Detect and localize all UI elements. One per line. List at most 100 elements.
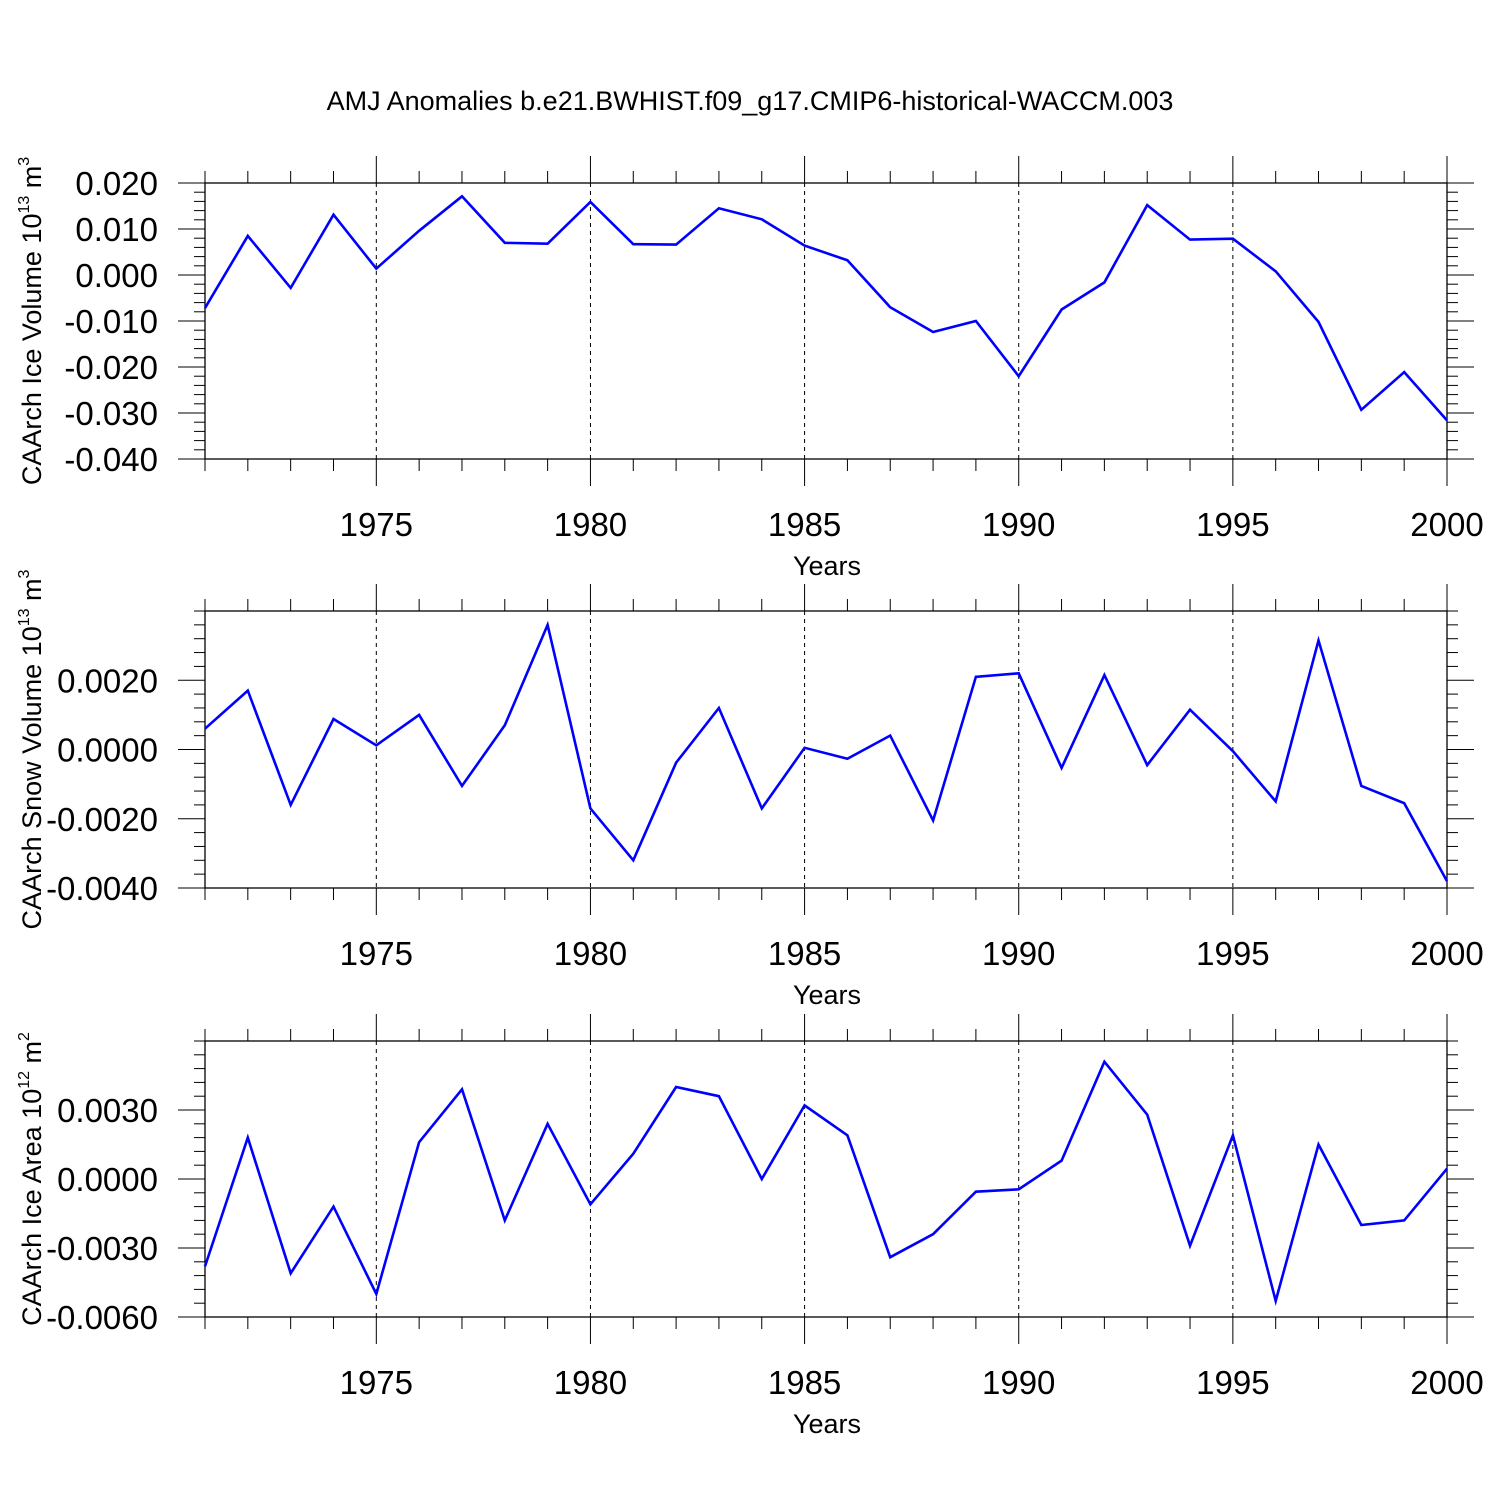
data-point (1188, 1244, 1192, 1248)
y-tick-label: -0.040 (64, 441, 158, 478)
data-point (1017, 1187, 1021, 1191)
figure-title: AMJ Anomalies b.e21.BWHIST.f09_g17.CMIP6… (327, 86, 1174, 116)
data-point (631, 858, 635, 862)
data-point (1402, 801, 1406, 805)
data-point (760, 217, 764, 221)
data-point (1317, 638, 1321, 642)
x-tick-label: 2000 (1410, 506, 1483, 543)
y-tick-label: 0.010 (75, 211, 158, 248)
data-point (331, 213, 335, 217)
data-point (1060, 766, 1064, 770)
data-point (631, 1152, 635, 1156)
data-point (803, 1103, 807, 1107)
data-point (246, 689, 250, 693)
data-point (289, 1271, 293, 1275)
y-tick-label: 0.0030 (57, 1092, 158, 1129)
x-tick-label: 1985 (768, 506, 841, 543)
x-tick-label: 1980 (554, 1364, 627, 1401)
data-point (246, 234, 250, 238)
data-point (803, 244, 807, 248)
data-point (460, 1087, 464, 1091)
data-point (1145, 1113, 1149, 1117)
series-line (203, 1059, 1449, 1306)
data-point (1317, 320, 1321, 324)
panel-2: 1975 1980 1985 1990 1995 2000 -0.0040 -0.0020 0.… (16, 569, 1484, 1010)
data-point (931, 1232, 935, 1236)
data-point (974, 1190, 978, 1194)
data-point (674, 761, 678, 765)
x-tick-label: 1995 (1196, 935, 1269, 972)
x-tick-label: 1995 (1196, 506, 1269, 543)
series-line (203, 194, 1448, 422)
x-tick-label: 1990 (982, 506, 1055, 543)
data-point (1402, 1218, 1406, 1222)
data-point (888, 734, 892, 738)
data-point (760, 806, 764, 810)
data-point (845, 258, 849, 262)
x-tick-label: 1975 (340, 506, 413, 543)
x-axis-label: Years (793, 1409, 861, 1439)
data-point (203, 1264, 207, 1268)
data-point (546, 1122, 550, 1126)
data-point (931, 330, 935, 334)
data-point (1359, 1223, 1363, 1227)
data-point (331, 1205, 335, 1209)
x-tick-label: 1985 (768, 935, 841, 972)
x-tick-label: 1990 (982, 935, 1055, 972)
data-point (588, 1202, 592, 1206)
y-tick-label: 0.0020 (57, 662, 158, 699)
series-line (204, 620, 1449, 882)
data-point (374, 267, 378, 271)
data-point (546, 242, 550, 246)
data-point (1102, 673, 1106, 677)
data-point (1145, 203, 1149, 207)
x-tick-label: 1975 (340, 935, 413, 972)
data-point (203, 727, 207, 731)
data-point (374, 743, 378, 747)
data-point (631, 242, 635, 246)
data-point (417, 1140, 421, 1144)
data-point (717, 1094, 721, 1098)
y-tick-label: -0.0030 (46, 1230, 158, 1267)
data-point (460, 194, 464, 198)
x-tick-label: 1975 (340, 1364, 413, 1401)
y-tick-label: 0.0000 (57, 732, 158, 769)
x-tick-label: 1995 (1196, 1364, 1269, 1401)
data-point (1060, 1159, 1064, 1163)
data-point (1188, 238, 1192, 242)
data-point (717, 706, 721, 710)
plot-frame (204, 610, 1448, 889)
data-point (674, 243, 678, 247)
data-point (374, 1292, 378, 1296)
data-point (888, 305, 892, 309)
x-tick-label: 2000 (1410, 1364, 1483, 1401)
data-point (888, 1255, 892, 1259)
plot-frame (204, 1040, 1448, 1318)
data-point (1359, 408, 1363, 412)
data-point (1274, 1299, 1278, 1303)
y-tick-label: -0.020 (64, 349, 158, 386)
panel-3: 1975 1980 1985 1990 1995 2000 -0.0060 -0.0030 0.… (16, 1014, 1484, 1439)
panel-1: 1975 1980 1985 1990 1995 2000 -0.040 -0.030 -0.0… (16, 156, 1484, 581)
data-point (331, 717, 335, 721)
data-point (203, 306, 207, 310)
y-tick-label: -0.0040 (46, 870, 158, 907)
data-point (1017, 374, 1021, 378)
y-tick-label: -0.0020 (46, 801, 158, 838)
y-tick-label: 0.0000 (57, 1161, 158, 1198)
data-point (289, 286, 293, 290)
data-point (1017, 671, 1021, 675)
data-point (417, 713, 421, 717)
data-point (931, 818, 935, 822)
data-point (1445, 879, 1449, 883)
data-point (717, 206, 721, 210)
y-tick-label: 0.020 (75, 165, 158, 202)
data-point (1274, 269, 1278, 273)
plot-frame (204, 182, 1448, 460)
x-axis-label: Years (793, 980, 861, 1010)
x-tick-label: 1990 (982, 1364, 1055, 1401)
y-tick-label: -0.030 (64, 395, 158, 432)
data-point (1145, 763, 1149, 767)
data-point (760, 1177, 764, 1181)
data-point (1102, 1060, 1106, 1064)
